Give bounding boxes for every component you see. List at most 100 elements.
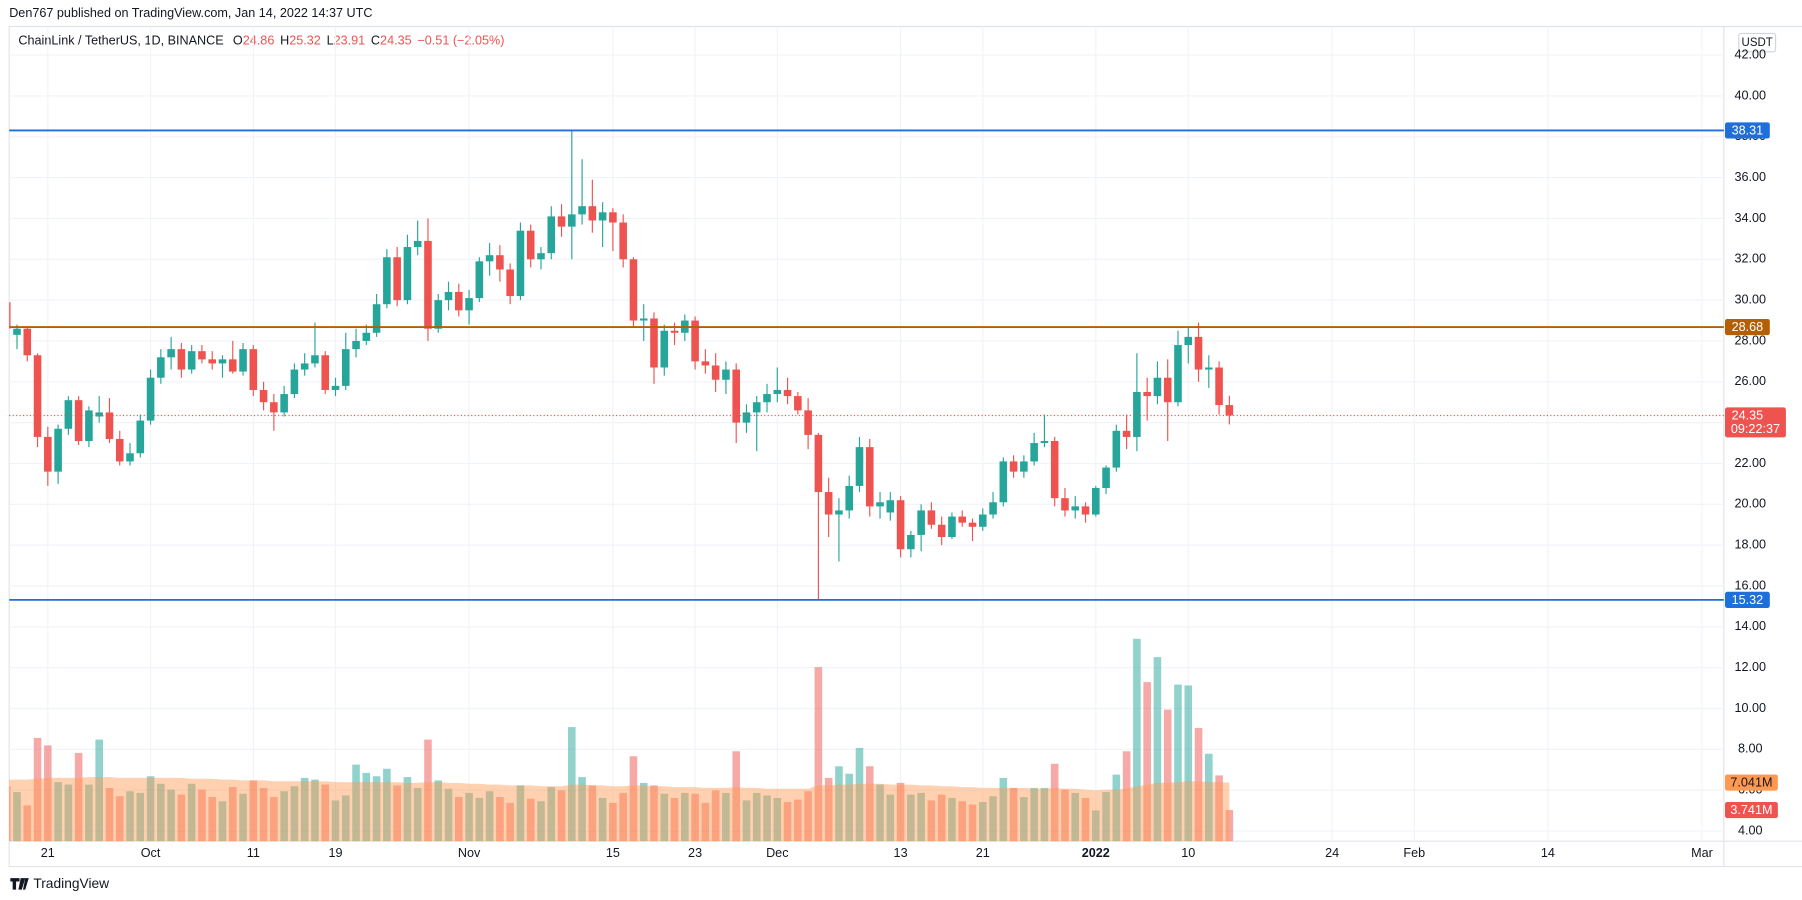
legend-key: L (327, 34, 334, 48)
candle-body (896, 500, 905, 550)
candle-body (629, 259, 638, 321)
candle-body (865, 447, 874, 507)
candle-body (393, 257, 401, 301)
candle-body (1061, 498, 1069, 511)
candle-body (177, 349, 186, 370)
volume-bar (773, 797, 782, 842)
candle-body (362, 332, 371, 341)
volume-bar (300, 777, 309, 842)
x-tick-label: 23 (688, 846, 702, 860)
volume-bar (115, 796, 124, 842)
candle-body (496, 255, 504, 270)
volume-bar (865, 766, 874, 842)
candle-body (1091, 487, 1100, 515)
candle-body (218, 359, 227, 364)
volume-bar (711, 790, 720, 842)
candle-body (516, 230, 525, 297)
level-label: 28.68 (1732, 320, 1764, 334)
volume-bar (496, 797, 504, 842)
candle-body (434, 300, 443, 329)
x-tick-label: 13 (894, 846, 908, 860)
volume-bar (681, 792, 689, 842)
candle-body (948, 516, 956, 537)
candle-body (208, 359, 217, 364)
candle-body (937, 524, 946, 537)
candle-body (270, 402, 278, 413)
volume-bar (157, 783, 165, 842)
candle-body (547, 216, 556, 254)
volume-bar (1071, 792, 1080, 842)
volume-bar (732, 751, 740, 842)
volume-bar (999, 777, 1008, 842)
legend-key: O (233, 34, 243, 48)
x-tick-label: 15 (606, 846, 620, 860)
candle-body (85, 410, 93, 442)
volume-bar (372, 776, 381, 842)
volume-bar (321, 784, 330, 842)
candle-body (331, 385, 340, 390)
volume-bar (1040, 787, 1049, 842)
candle-body (126, 453, 134, 462)
legend-value: 24.86 (243, 34, 275, 48)
candle-body (927, 510, 936, 525)
volume-bar (403, 777, 412, 842)
volume-bar (670, 797, 679, 842)
symbol-name: ChainLink / TetherUS, 1D, BINANCE (18, 34, 223, 48)
volume-bar (208, 797, 217, 842)
candle-body (1112, 430, 1121, 468)
volume-bar (804, 791, 812, 842)
candle-body (187, 351, 196, 370)
candle-body (1184, 336, 1193, 346)
volume-bar (352, 764, 360, 842)
volume-bar (1009, 787, 1018, 842)
volume-bar (598, 797, 607, 842)
volume-bar (588, 785, 597, 842)
candle-body (413, 240, 422, 248)
volume-bar (927, 800, 936, 842)
volume-bar (33, 737, 42, 842)
candle-body (352, 340, 360, 350)
candle-body (773, 389, 782, 395)
x-tick-label: Oct (141, 846, 161, 860)
volume-bars (9, 638, 1234, 842)
candle-body (1040, 441, 1049, 444)
candle-body (917, 510, 925, 535)
volume-bar (280, 791, 288, 842)
candle-body (228, 359, 237, 372)
volume-bar (434, 780, 443, 842)
volume-bar (1020, 797, 1028, 842)
volume-bar (835, 766, 843, 842)
volume-bar (341, 795, 350, 842)
volume-bar (465, 792, 473, 842)
candle-body (557, 216, 566, 227)
volume-bar (1163, 709, 1172, 842)
candle-body (1133, 392, 1141, 437)
volume-bar (228, 787, 237, 842)
volume-bar (917, 792, 925, 842)
candle-body (537, 253, 545, 260)
y-tick-label: 32.00 (1734, 252, 1766, 266)
x-tick-label: 19 (328, 846, 342, 860)
volume-bar (639, 782, 648, 842)
volume-bar (506, 802, 514, 842)
candle-body (403, 247, 412, 301)
volume-bar (249, 780, 258, 842)
candle-body (33, 355, 42, 437)
candle-body (1081, 506, 1090, 515)
currency[interactable]: USDT (1742, 37, 1773, 49)
volume-bar (177, 794, 186, 842)
x-tick-label: Nov (458, 846, 481, 860)
x-tick-label: 14 (1541, 846, 1555, 860)
volume-bar (794, 799, 802, 842)
candle-body (259, 389, 268, 403)
volume-bar (444, 788, 453, 842)
candle-body (650, 318, 658, 368)
candle-body (321, 355, 330, 390)
volume-bar (413, 787, 422, 842)
y-tick-label: 4.00 (1738, 823, 1763, 837)
volume-bar (362, 772, 371, 842)
candle-body (1194, 336, 1203, 370)
currency-box[interactable] (1738, 32, 1777, 53)
volume-bar (701, 802, 710, 842)
last-price-box (1725, 407, 1786, 438)
